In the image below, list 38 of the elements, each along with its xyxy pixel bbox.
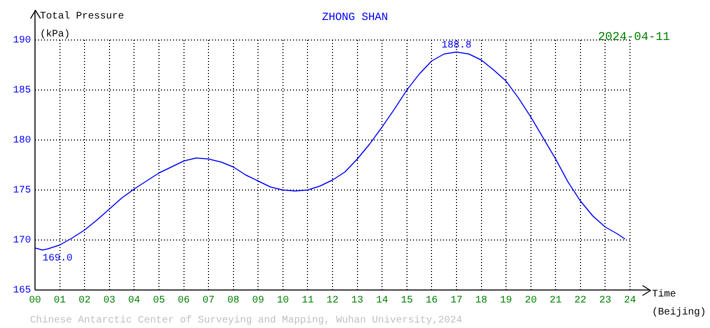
y-tick-label: 180 bbox=[12, 136, 31, 147]
x-tick-label: 04 bbox=[128, 296, 140, 307]
x-tick-label: 01 bbox=[54, 296, 66, 307]
x-tick-label: 14 bbox=[376, 296, 388, 307]
x-axis-title: Time (Beijing) bbox=[652, 288, 706, 319]
y-tick-label: 190 bbox=[12, 36, 31, 47]
y-tick-label: 165 bbox=[12, 286, 31, 297]
x-tick-label: 02 bbox=[78, 296, 91, 307]
x-tick-label: 13 bbox=[351, 296, 364, 307]
y-tick-label: 170 bbox=[12, 236, 31, 247]
x-tick-label: 20 bbox=[524, 296, 537, 307]
x-tick-label: 15 bbox=[400, 296, 413, 307]
x-tick-label: 00 bbox=[28, 296, 42, 307]
x-tick-label: 08 bbox=[227, 296, 240, 307]
x-tick-label: 23 bbox=[599, 296, 612, 307]
x-tick-label: 05 bbox=[152, 296, 165, 307]
chart-title: ZHONG SHAN bbox=[322, 12, 388, 24]
x-tick-label: 06 bbox=[178, 296, 190, 307]
x-tick-label: 19 bbox=[500, 296, 512, 307]
x-tick-label: 12 bbox=[326, 296, 339, 307]
x-tick-label: 07 bbox=[202, 296, 215, 307]
x-tick-label: 16 bbox=[426, 296, 438, 307]
annotation: 169.0 bbox=[42, 254, 72, 265]
x-tick-label: 09 bbox=[252, 296, 264, 307]
y-axis-title: Total Pressure (kPa) bbox=[40, 10, 124, 41]
x-tick-label: 10 bbox=[276, 296, 289, 307]
x-tick-label: 21 bbox=[550, 296, 562, 307]
text: Chinese Antarctic Center of Surveying and Mapping, Wuhan University,2024 bbox=[30, 314, 462, 327]
x-tick-label: 18 bbox=[475, 296, 488, 307]
annotation: 188.8 bbox=[441, 40, 472, 52]
chart-subtitle: 2024-04-11 bbox=[598, 30, 670, 44]
x-tick-label: 03 bbox=[103, 296, 116, 307]
y-tick-label: 185 bbox=[12, 86, 31, 97]
y-tick-label: 175 bbox=[12, 186, 31, 197]
x-tick-label: 11 bbox=[302, 296, 314, 307]
x-tick-label: 17 bbox=[450, 296, 462, 307]
x-tick-label: 24 bbox=[624, 296, 636, 307]
x-tick-label: 22 bbox=[574, 296, 586, 307]
